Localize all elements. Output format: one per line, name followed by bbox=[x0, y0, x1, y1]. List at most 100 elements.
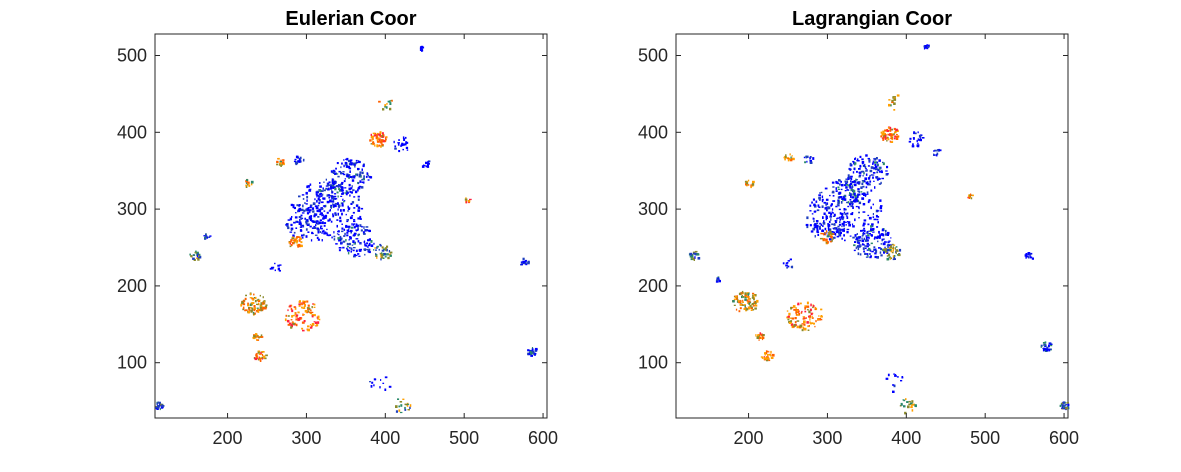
scatter-point bbox=[322, 188, 324, 192]
scatter-point bbox=[899, 405, 902, 407]
scatter-point bbox=[350, 191, 353, 194]
scatter-point bbox=[872, 176, 874, 179]
scatter-point bbox=[338, 247, 342, 249]
scatter-point bbox=[924, 45, 927, 47]
scatter-point bbox=[402, 148, 404, 151]
scatter-point bbox=[398, 405, 400, 408]
scatter-point bbox=[265, 304, 268, 307]
scatter-point bbox=[304, 304, 306, 307]
scatter-point bbox=[855, 236, 859, 238]
scatter-point bbox=[247, 183, 249, 186]
scatter-point bbox=[336, 162, 339, 165]
scatter-point bbox=[156, 401, 159, 404]
scatter-point bbox=[319, 231, 321, 233]
scatter-point bbox=[848, 194, 852, 196]
scatter-point bbox=[409, 406, 411, 409]
scatter-point bbox=[336, 219, 339, 221]
scatter-point bbox=[904, 411, 907, 415]
scatter-point bbox=[868, 233, 871, 235]
scatter-point bbox=[822, 237, 824, 240]
scatter-point bbox=[363, 248, 366, 251]
scatter-point bbox=[341, 181, 344, 184]
scatter-point bbox=[938, 149, 942, 152]
scatter-point bbox=[325, 204, 327, 208]
scatter-point bbox=[323, 231, 327, 233]
scatter-point bbox=[892, 258, 895, 261]
scatter-point bbox=[864, 252, 867, 255]
scatter-point bbox=[317, 317, 319, 320]
scatter-point bbox=[736, 297, 739, 300]
scatter-point bbox=[1043, 344, 1046, 347]
scatter-point bbox=[874, 163, 877, 166]
scatter-point bbox=[890, 134, 892, 137]
scatter-point bbox=[732, 300, 735, 303]
scatter-point bbox=[858, 190, 861, 193]
scatter-point bbox=[741, 290, 744, 294]
scatter-point bbox=[357, 207, 361, 209]
scatter-point bbox=[847, 201, 850, 204]
scatter-point bbox=[809, 162, 813, 164]
scatter-point bbox=[856, 195, 859, 199]
scatter-point bbox=[319, 189, 322, 192]
scatter-point bbox=[285, 224, 288, 226]
scatter-point bbox=[380, 257, 382, 261]
scatter-point bbox=[197, 254, 200, 257]
scatter-point bbox=[340, 166, 342, 169]
scatter-point bbox=[854, 158, 856, 160]
scatter-point bbox=[335, 243, 338, 245]
scatter-point bbox=[747, 301, 750, 304]
scatter-point bbox=[323, 232, 326, 235]
scatter-point bbox=[794, 317, 797, 320]
scatter-point bbox=[751, 296, 754, 299]
scatter-point bbox=[360, 242, 362, 245]
scatter-point bbox=[814, 308, 816, 311]
scatter-point bbox=[361, 181, 364, 183]
scatter-point bbox=[323, 210, 326, 212]
scatter-point bbox=[750, 306, 754, 308]
scatter-point bbox=[831, 191, 835, 194]
scatter-point bbox=[262, 296, 264, 299]
scatter-point bbox=[306, 212, 309, 215]
scatter-point bbox=[318, 202, 321, 205]
scatter-point bbox=[788, 321, 792, 324]
scatter-point bbox=[345, 158, 347, 160]
scatter-point bbox=[744, 304, 746, 306]
scatter-point bbox=[878, 234, 881, 238]
scatter-point bbox=[849, 192, 851, 195]
scatter-point bbox=[841, 188, 843, 191]
scatter-point bbox=[261, 356, 264, 359]
scatter-point bbox=[290, 239, 293, 242]
scatter-point bbox=[895, 136, 898, 138]
scatter-point bbox=[348, 159, 350, 163]
scatter-point bbox=[891, 99, 894, 103]
x-tick-label: 600 bbox=[528, 428, 558, 448]
scatter-point bbox=[893, 96, 896, 98]
scatter-point bbox=[331, 184, 335, 187]
scatter-point bbox=[852, 225, 855, 228]
scatter-point bbox=[764, 352, 766, 354]
scatter-point bbox=[276, 163, 279, 166]
scatter-point bbox=[316, 206, 319, 210]
scatter-point bbox=[937, 149, 940, 151]
scatter-point bbox=[279, 264, 282, 266]
scatter-point bbox=[800, 302, 802, 305]
scatter-point bbox=[861, 162, 864, 165]
scatter-point bbox=[877, 168, 880, 172]
scatter-point bbox=[528, 353, 531, 356]
scatter-point bbox=[307, 304, 310, 307]
scatter-point bbox=[372, 142, 375, 145]
scatter-point bbox=[821, 195, 824, 199]
scatter-point bbox=[328, 181, 331, 184]
scatter-point bbox=[876, 163, 879, 166]
scatter-point bbox=[398, 150, 401, 153]
scatter-point bbox=[312, 221, 315, 223]
scatter-point bbox=[876, 177, 879, 180]
scatter-point bbox=[160, 407, 164, 409]
scatter-point bbox=[197, 253, 200, 255]
scatter-point bbox=[293, 306, 295, 308]
scatter-point bbox=[256, 339, 260, 341]
scatter-point bbox=[863, 229, 866, 233]
scatter-point bbox=[341, 202, 344, 205]
scatter-point bbox=[285, 314, 288, 317]
scatter-point bbox=[346, 193, 348, 196]
